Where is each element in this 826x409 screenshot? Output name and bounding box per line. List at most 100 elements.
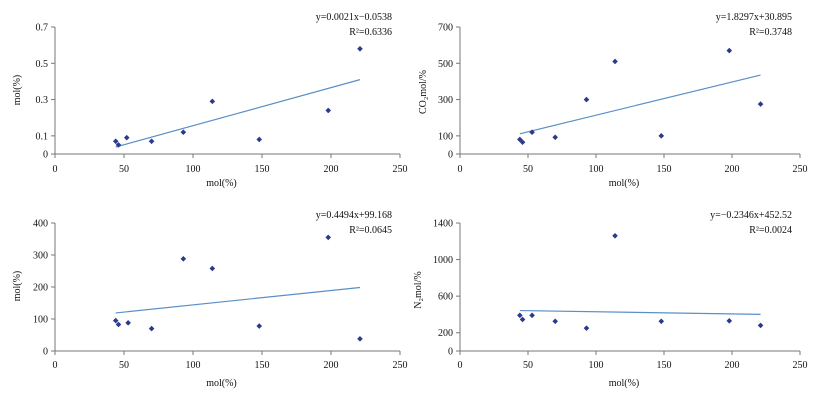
y-axis-label: N₂mol/% — [413, 271, 424, 308]
data-point — [256, 136, 263, 143]
y-tick-label: 600 — [438, 292, 453, 303]
data-point — [115, 321, 122, 328]
data-point — [148, 325, 155, 332]
x-tick-label: 0 — [458, 360, 463, 371]
data-point — [552, 134, 558, 141]
r-squared-label: R²=0.0645 — [349, 225, 392, 236]
y-axis-label: CO₂mol/% — [418, 70, 429, 114]
data-point — [517, 312, 523, 319]
x-tick-label: 200 — [725, 164, 740, 175]
x-tick-label: 50 — [119, 164, 129, 175]
x-tick-label: 200 — [725, 360, 740, 371]
y-tick-label: 100 — [33, 315, 48, 326]
y-tick-label: 300 — [33, 251, 48, 262]
r-squared-label: R²=0.6336 — [349, 27, 392, 38]
x-tick-label: 50 — [119, 360, 129, 371]
x-tick-label: 100 — [589, 360, 604, 371]
data-point — [583, 325, 590, 331]
data-point — [125, 320, 131, 326]
x-axis-label: mol(%) — [609, 378, 640, 389]
trend-line — [519, 309, 761, 315]
data-point — [552, 318, 558, 325]
trend-equation: y=−0.2346x+452.52 — [710, 210, 792, 221]
x-tick-label: 250 — [393, 360, 408, 371]
data-point — [357, 336, 363, 342]
x-tick-label: 250 — [393, 164, 408, 175]
x-tick-label: 250 — [793, 360, 808, 371]
data-point — [529, 312, 535, 319]
data-point — [112, 138, 119, 145]
data-point — [658, 318, 665, 325]
r-squared-label: R²=0.0024 — [749, 225, 792, 236]
x-axis-label: mol(%) — [206, 178, 237, 189]
x-tick-label: 250 — [793, 164, 808, 175]
y-tick-label: 100 — [438, 131, 453, 142]
trend-equation: y=0.0021x−0.0538 — [316, 12, 392, 23]
y-axis-label: mol(%) — [12, 75, 23, 106]
x-tick-label: 100 — [589, 164, 604, 175]
y-tick-label: 700 — [438, 23, 453, 34]
x-tick-label: 150 — [657, 164, 672, 175]
x-tick-label: 0 — [53, 360, 58, 371]
data-point — [112, 317, 119, 324]
data-point — [583, 96, 590, 103]
y-axis-label: mol(%) — [12, 271, 23, 302]
y-tick-label: 300 — [438, 95, 453, 106]
trend-line — [115, 286, 361, 314]
data-point — [115, 142, 122, 148]
trend-equation: y=0.4494x+99.168 — [316, 210, 392, 221]
x-tick-label: 50 — [523, 164, 533, 175]
chart-panel-1: 0 50 100 150 200 250 0 0.1 0.3 0.5 0.7 y=0.0021x−0.… — [12, 12, 408, 189]
x-tick-label: 200 — [324, 164, 339, 175]
x-tick-label: 0 — [53, 164, 58, 175]
chart-panel-2: 0 50 100 150 200 250 0 100 300 500 700 y=1.8297x+30… — [418, 12, 808, 189]
data-point — [256, 323, 263, 329]
data-point — [726, 318, 733, 324]
y-tick-label: 0.3 — [36, 95, 49, 106]
y-tick-label: 0 — [43, 150, 48, 161]
chart-panel-4: 0 50 100 150 200 250 0 200 600 1000 1400 y=−0.2346x… — [413, 210, 808, 389]
y-tick-label: 0 — [448, 347, 453, 358]
y-tick-label: 200 — [438, 328, 453, 339]
y-tick-label: 500 — [438, 59, 453, 70]
data-point — [357, 45, 363, 52]
data-point — [519, 139, 526, 146]
data-point — [123, 134, 130, 141]
y-tick-label: 0 — [43, 347, 48, 358]
x-tick-label: 50 — [523, 360, 533, 371]
y-tick-label: 200 — [33, 283, 48, 294]
data-point — [658, 133, 665, 139]
r-squared-label: R²=0.3748 — [749, 27, 792, 38]
data-point — [612, 58, 618, 65]
trend-equation: y=1.8297x+30.895 — [716, 12, 792, 23]
data-point — [209, 98, 216, 105]
data-point — [529, 129, 535, 136]
x-tick-label: 150 — [255, 360, 270, 371]
x-tick-label: 200 — [324, 360, 339, 371]
y-tick-label: 1000 — [433, 255, 453, 266]
x-axis-label: mol(%) — [609, 178, 640, 189]
y-tick-label: 0.5 — [36, 59, 49, 70]
data-point — [757, 101, 764, 107]
data-point — [180, 129, 187, 136]
y-tick-label: 400 — [33, 219, 48, 230]
data-point — [726, 47, 733, 54]
data-point — [325, 107, 332, 114]
y-tick-label: 0.7 — [36, 23, 49, 34]
data-point — [612, 233, 618, 239]
y-tick-label: 0.1 — [36, 131, 49, 142]
data-point — [325, 234, 332, 241]
x-tick-label: 100 — [186, 164, 201, 175]
x-tick-label: 150 — [255, 164, 270, 175]
data-point — [180, 256, 187, 262]
data-point — [519, 316, 526, 323]
data-point — [148, 138, 155, 145]
trend-line — [519, 74, 761, 135]
chart-panel-3: 0 50 100 150 200 250 0 100 200 300 400 y=0.4494x+99… — [12, 210, 408, 389]
y-tick-label: 1400 — [433, 219, 453, 230]
data-point — [209, 265, 216, 272]
data-point — [757, 322, 764, 329]
x-axis-label: mol(%) — [206, 378, 237, 389]
